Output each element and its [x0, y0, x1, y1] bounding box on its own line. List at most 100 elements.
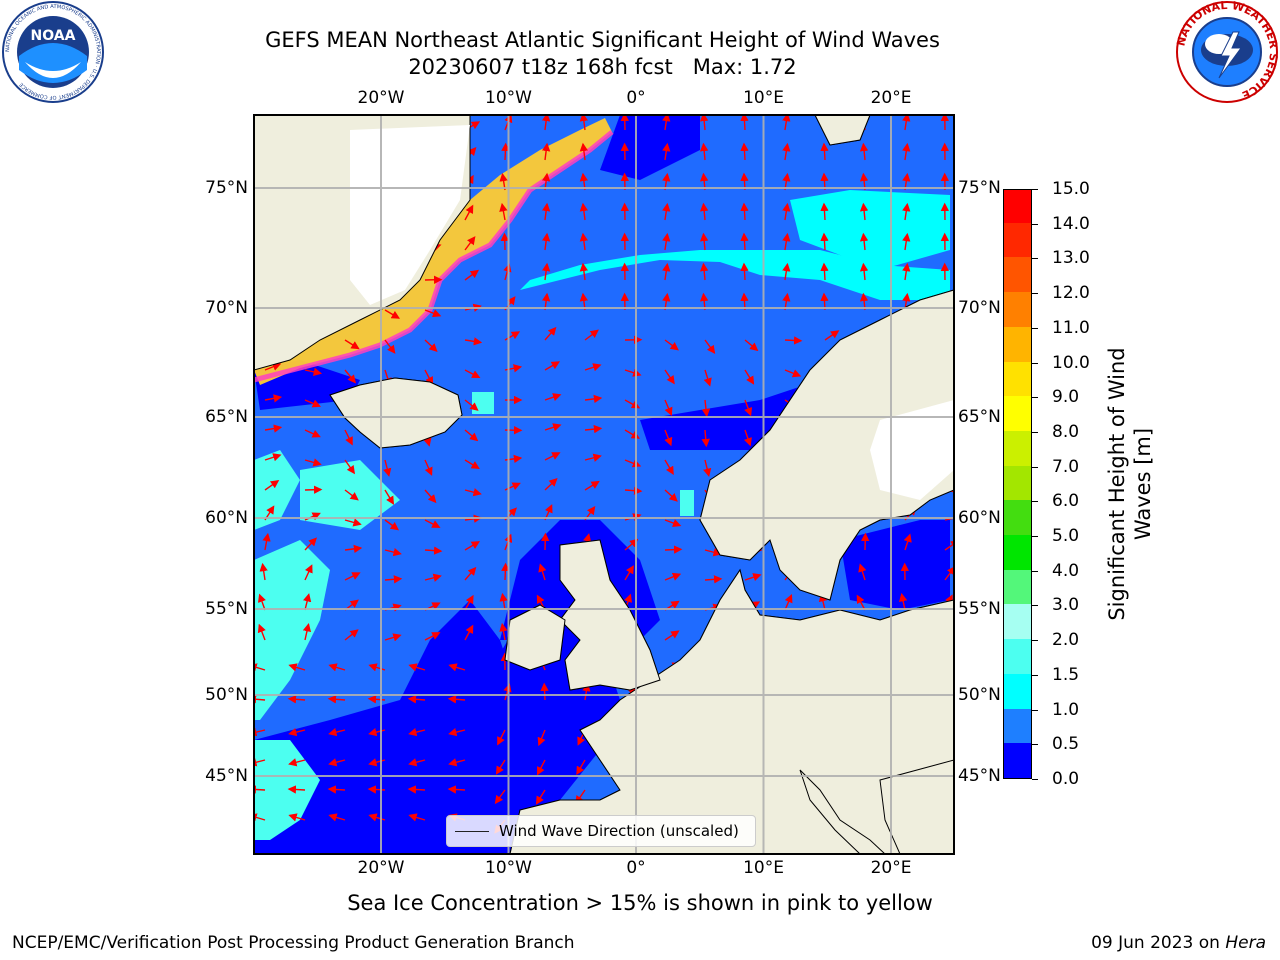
colorbar-tick-mark: [1032, 674, 1038, 676]
wind-wave-arrow: [744, 369, 755, 385]
wind-wave-arrow: [541, 142, 551, 161]
colorbar-tick-label: 5.0: [1052, 526, 1080, 547]
wind-wave-arrow: [384, 633, 402, 642]
wind-wave-arrow: [257, 623, 266, 641]
lon-tick-bottom: 20°E: [870, 858, 912, 878]
wind-wave-arrow: [944, 540, 954, 551]
colorbar-tick-label: 7.0: [1052, 456, 1080, 477]
colorbar-tick-mark: [1032, 431, 1038, 433]
chart-title: GEFS MEAN Northeast Atlantic Significant…: [265, 28, 940, 52]
wind-wave-arrow: [302, 623, 312, 641]
wind-wave-arrow: [703, 459, 712, 477]
wind-wave-arrow: [544, 361, 561, 371]
wind-wave-arrow: [859, 142, 869, 161]
wind-wave-arrow: [344, 629, 359, 641]
wind-wave-arrow: [304, 367, 323, 376]
wind-wave-arrow: [664, 429, 673, 447]
wind-wave-arrow: [328, 813, 346, 822]
wind-wave-arrow: [576, 759, 586, 776]
lat-tick-left: 50°N: [205, 685, 248, 705]
wind-wave-arrow: [584, 480, 600, 491]
wind-wave-arrow: [544, 452, 561, 461]
high-wave-region: [254, 740, 320, 840]
wind-wave-arrow: [464, 399, 479, 411]
colorbar-tick-mark: [1032, 258, 1038, 260]
colorbar-segment: [1004, 326, 1031, 362]
lat-tick-left: 60°N: [205, 508, 248, 528]
wind-wave-arrow: [424, 339, 438, 352]
colorbar-tick-mark: [1032, 640, 1038, 642]
wind-wave-arrow: [464, 566, 477, 581]
lat-tick-right: 75°N: [958, 178, 1001, 198]
wind-wave-arrow: [304, 537, 317, 551]
wind-wave-arrow: [264, 424, 283, 433]
colorbar-tick-mark: [1032, 466, 1038, 468]
ireland-overlay: [504, 604, 566, 671]
wind-wave-arrow: [262, 532, 271, 551]
wind-wave-arrow: [544, 478, 558, 491]
noaa-logo: NOAA NATIONAL OCEANIC AND ATMOSPHERIC AD…: [2, 1, 104, 103]
colorbar-tick-label: 1.5: [1052, 664, 1080, 685]
high-wave-region: [680, 490, 694, 516]
colorbar-tick-mark: [1032, 605, 1038, 607]
wind-wave-arrow: [704, 548, 722, 557]
colorbar-segment: [1004, 291, 1031, 327]
colorbar-tick-label: 0.0: [1052, 769, 1080, 789]
wind-wave-arrow: [664, 572, 682, 581]
colorbar-segment: [1004, 708, 1031, 744]
wind-wave-arrow: [384, 309, 401, 319]
wind-wave-arrow: [782, 232, 791, 251]
wind-wave-arrow: [464, 269, 480, 281]
wind-wave-arrow: [254, 758, 266, 767]
wind-wave-arrow: [699, 115, 709, 131]
wind-wave-arrow: [328, 758, 346, 767]
wind-wave-arrow: [504, 482, 521, 491]
wind-wave-arrow: [328, 728, 346, 737]
noaa-logo-text: NOAA: [31, 28, 76, 44]
wind-wave-arrow: [859, 202, 869, 221]
colorbar-tick-mark: [1032, 709, 1038, 711]
colorbar-tick-mark: [1032, 536, 1038, 538]
wind-wave-arrow: [544, 423, 562, 432]
wind-wave-arrow: [704, 339, 716, 355]
map-legend: Wind Wave Direction (unscaled): [446, 815, 756, 847]
wind-wave-arrow: [743, 429, 752, 447]
wind-wave-arrow: [703, 369, 712, 387]
wind-wave-arrow: [344, 518, 362, 527]
high-wave-region: [254, 450, 300, 530]
colorbar-tick-label: 4.0: [1052, 560, 1080, 581]
sea-ice-note: Sea Ice Concentration > 15% is shown in …: [0, 891, 1280, 915]
wind-wave-arrow: [903, 533, 912, 551]
colorbar: [1003, 189, 1032, 779]
sea-ice: [254, 118, 612, 385]
wind-wave-arrow: [740, 232, 749, 251]
lon-tick-top: 10°W: [485, 88, 532, 108]
wind-wave-arrow: [541, 115, 551, 131]
lat-tick-right: 55°N: [958, 599, 1001, 619]
wind-wave-arrow: [287, 695, 306, 704]
colorbar-segment: [1004, 569, 1031, 605]
wind-wave-arrow: [288, 663, 306, 672]
chart-subtitle: 20230607 t18z 168h fcst Max: 1.72: [408, 55, 797, 79]
wind-wave-arrow: [584, 363, 602, 372]
wind-wave-arrow: [495, 759, 506, 775]
wind-wave-arrow: [254, 663, 266, 672]
wind-wave-arrow: [499, 592, 508, 611]
low-wave-region: [600, 115, 700, 180]
wind-wave-arrow: [899, 592, 908, 611]
colorbar-segment: [1004, 534, 1031, 570]
wind-wave-arrow: [500, 232, 509, 251]
wind-wave-arrow: [448, 663, 466, 672]
colorbar-tick-label: 14.0: [1052, 213, 1090, 234]
wind-wave-arrow: [447, 785, 466, 794]
wind-wave-arrow: [344, 544, 363, 554]
wind-wave-arrow: [541, 262, 551, 281]
colorbar-tick-mark: [1032, 189, 1038, 190]
wind-wave-arrow: [662, 115, 671, 131]
colorbar-segment: [1004, 222, 1031, 258]
wind-wave-arrow: [424, 632, 441, 641]
colorbar-segment: [1004, 638, 1031, 674]
wind-wave-arrow: [384, 339, 396, 354]
wind-wave-arrow: [304, 399, 321, 408]
colorbar-segment: [1004, 190, 1031, 223]
